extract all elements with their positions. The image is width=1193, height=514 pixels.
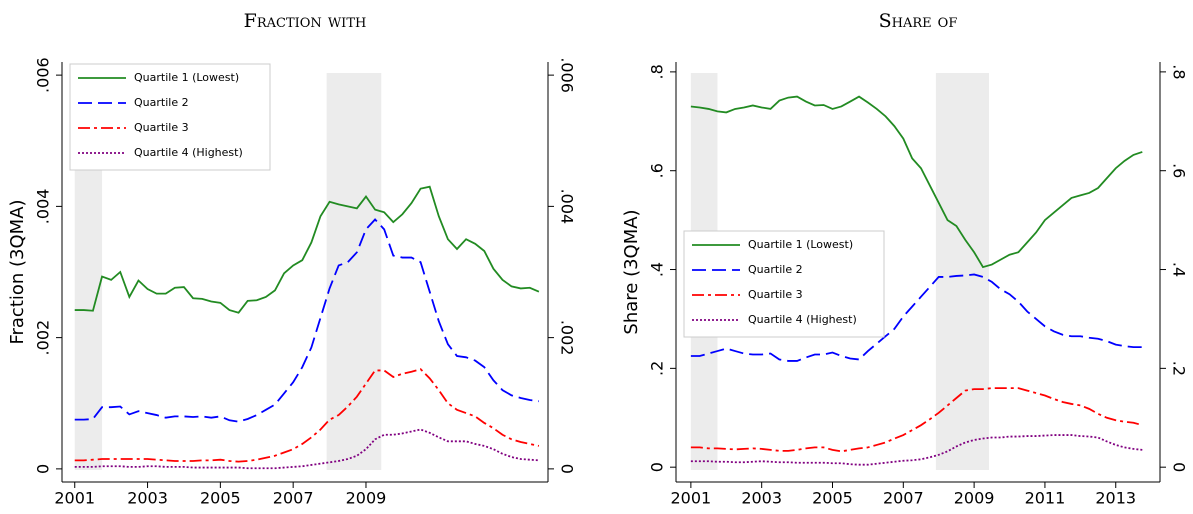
- legend-label: Quartile 2: [134, 96, 189, 109]
- y2-tick-label: .002: [558, 320, 577, 356]
- y2-tick-label: .2: [1170, 361, 1189, 376]
- y-tick-label: 0: [648, 462, 667, 472]
- y2-tick-label: .8: [1170, 64, 1189, 79]
- x-tick-label: 2007: [883, 489, 924, 508]
- y-tick-label: .004: [34, 189, 53, 225]
- y2-tick-label: .6: [1170, 163, 1189, 178]
- series-line: [74, 218, 540, 423]
- y-tick-label: .4: [648, 262, 667, 277]
- recession-shade: [935, 73, 989, 470]
- y-tick-label: .6: [648, 163, 667, 178]
- y2-tick-label: .006: [558, 57, 577, 93]
- x-tick-label: 2013: [1095, 489, 1136, 508]
- chart-title: Share of: [879, 10, 958, 32]
- x-tick-label: 2007: [273, 489, 314, 508]
- series-line: [74, 185, 540, 314]
- y-axis-title: Fraction (3QMA): [7, 199, 28, 344]
- legend-label: Quartile 3: [748, 288, 803, 301]
- series-line: [74, 428, 539, 470]
- y2-tick-label: 0: [558, 464, 577, 474]
- legend-label: Quartile 1 (Lowest): [748, 238, 853, 251]
- series-line: [690, 95, 1143, 269]
- y2-tick-label: .004: [558, 189, 577, 225]
- legend-label: Quartile 2: [748, 263, 803, 276]
- series-line: [74, 368, 540, 463]
- y-tick-label: .006: [34, 57, 53, 93]
- x-tick-label: 2005: [200, 489, 241, 508]
- legend-label: Quartile 3: [134, 121, 189, 134]
- y2-tick-label: 0: [1170, 462, 1189, 472]
- x-tick-label: 2009: [954, 489, 995, 508]
- series-line: [690, 387, 1143, 453]
- chart-title: Fraction with: [244, 10, 367, 32]
- x-tick-label: 2003: [127, 489, 168, 508]
- y-tick-label: .002: [34, 320, 53, 356]
- series-line: [690, 434, 1143, 466]
- x-tick-label: 2003: [741, 489, 782, 508]
- y-axis-title: Share (3QMA): [621, 209, 642, 334]
- y-tick-label: 0: [34, 464, 53, 474]
- x-tick-label: 2001: [54, 489, 95, 508]
- x-tick-label: 2005: [812, 489, 853, 508]
- recession-shade: [326, 73, 382, 470]
- y-tick-label: .8: [648, 64, 667, 79]
- x-tick-label: 2001: [671, 489, 712, 508]
- legend-label: Quartile 4 (Highest): [748, 313, 857, 326]
- y-tick-label: .2: [648, 361, 667, 376]
- legend-label: Quartile 1 (Lowest): [134, 71, 239, 84]
- legend-label: Quartile 4 (Highest): [134, 146, 243, 159]
- y2-tick-label: .4: [1170, 262, 1189, 277]
- x-tick-label: 2011: [1025, 489, 1066, 508]
- x-tick-label: 2009: [346, 489, 387, 508]
